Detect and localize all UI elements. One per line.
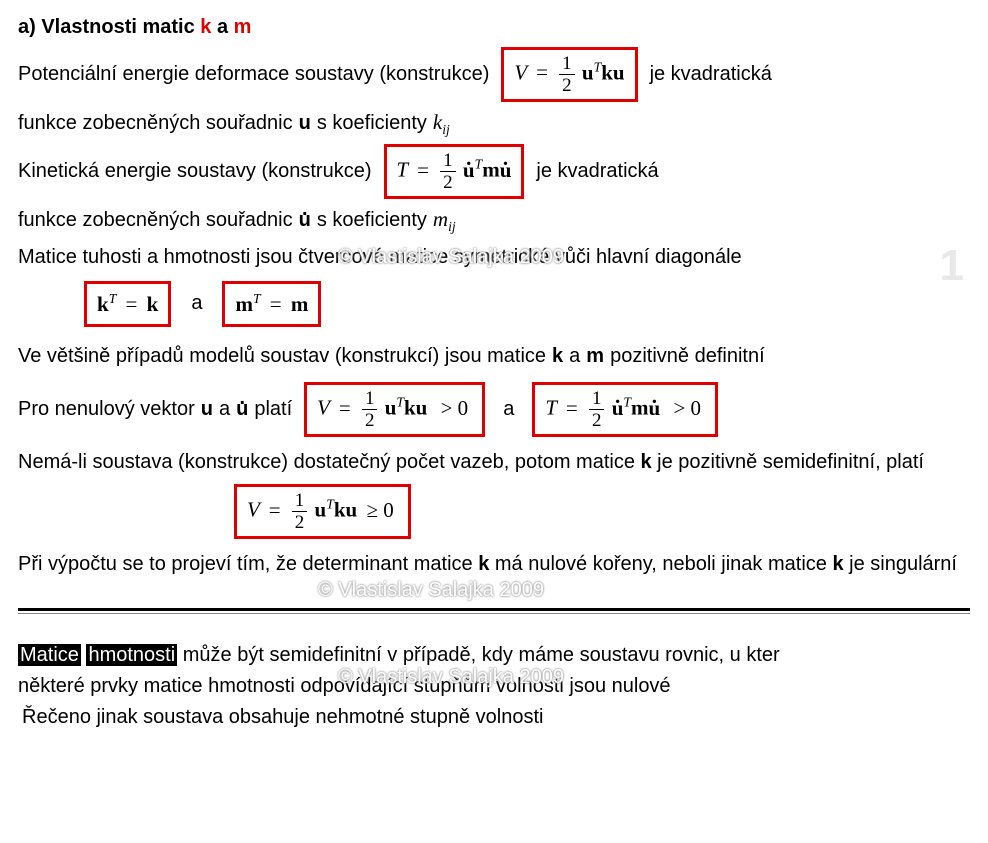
p1-kij: kij xyxy=(433,106,450,140)
eq-T: T = 12 uTmu xyxy=(397,151,512,192)
p2-row2: funkce zobecněných souřadnic u s koefici… xyxy=(18,203,970,237)
slide-lower: Matice hmotnosti může být semidefinitní … xyxy=(18,640,970,733)
p2-mij: mij xyxy=(433,203,456,237)
p3: Matice tuhosti a hmotnosti jsou čtvercov… xyxy=(18,242,970,273)
p6: Nemá-li soustava (konstrukce) dostatečný… xyxy=(18,447,970,478)
semi-row: V = 12 uTku ≥ 0 xyxy=(228,484,970,539)
section-heading: a) Vlastnosti matic k a m xyxy=(18,12,970,43)
bottom-p1: Matice hmotnosti může být semidefinitní … xyxy=(18,640,970,671)
heading-mid: a xyxy=(211,16,233,38)
bottom-p2: některé prvky matice hmotnosti odpovídaj… xyxy=(18,671,970,702)
eq-T-pos-box: T = 12 uTmu > 0 xyxy=(532,382,718,437)
bottom-p3: Řečeno jinak soustava obsahuje nehmotné … xyxy=(22,702,970,733)
p1-row: Potenciální energie deformace soustavy (… xyxy=(18,47,970,102)
p1-row2: funkce zobecněných souřadnic u s koefici… xyxy=(18,106,970,140)
hl-hmotnosti: hmotnosti xyxy=(86,644,177,666)
eq-mT-box: mT = m xyxy=(222,281,321,328)
p2-udot: u xyxy=(299,205,311,236)
p2-text3b: s koeficienty xyxy=(317,205,427,236)
hl-matice: Matice xyxy=(18,644,81,666)
p1-u: u xyxy=(299,108,311,139)
divider-thick xyxy=(18,608,970,611)
p1-text3a: funkce zobecněných souřadnic xyxy=(18,108,293,139)
eq-V-semi-box: V = 12 uTku ≥ 0 xyxy=(234,484,411,539)
eq-V-pos-box: V = 12 uTku > 0 xyxy=(304,382,485,437)
p7: Při výpočtu se to projeví tím, že determ… xyxy=(18,549,970,580)
slide-upper: 1 a) Vlastnosti matic k a m Potenciální … xyxy=(18,12,970,580)
p1-text1: Potenciální energie deformace soustavy (… xyxy=(18,59,489,90)
heading-k: k xyxy=(200,16,211,38)
sym-row: kT = k a mT = m xyxy=(78,281,970,328)
p2-row: Kinetická energie soustavy (konstrukce) … xyxy=(18,144,970,199)
heading-m: m xyxy=(234,16,252,38)
p1-text2: je kvadratická xyxy=(650,59,772,90)
divider-thin xyxy=(18,613,970,614)
p1-text3b: s koeficienty xyxy=(317,108,427,139)
eq-V-box: V = 12 uTku xyxy=(501,47,637,102)
p4: Ve většině případů modelů soustav (konst… xyxy=(18,341,970,372)
p2-text3a: funkce zobecněných souřadnic xyxy=(18,205,293,236)
heading-prefix: a) Vlastnosti matic xyxy=(18,16,200,38)
p2-text1: Kinetická energie soustavy (konstrukce) xyxy=(18,156,372,187)
eq-kT-box: kT = k xyxy=(84,281,171,328)
eq-V: V = 12 uTku xyxy=(514,54,624,95)
p5-row: Pro nenulový vektor u a u platí V = 12 u… xyxy=(18,382,970,437)
sym-a: a xyxy=(183,288,210,319)
p2-text2: je kvadratická xyxy=(536,156,658,187)
eq-T-box: T = 12 uTmu xyxy=(384,144,525,199)
p3-wrap: Matice tuhosti a hmotnosti jsou čtvercov… xyxy=(18,242,970,273)
p7-wrap: Při výpočtu se to projeví tím, že determ… xyxy=(18,549,970,580)
